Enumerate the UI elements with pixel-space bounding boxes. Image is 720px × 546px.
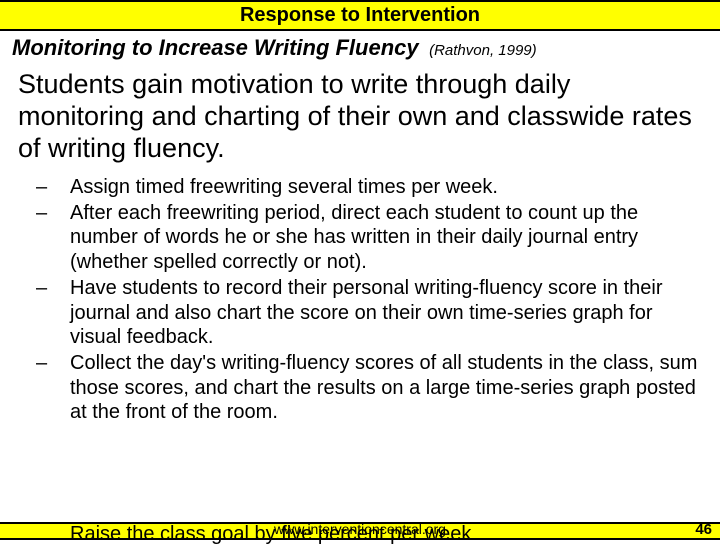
bullet-dash: – — [36, 175, 70, 199]
list-item: – Assign timed freewriting several times… — [36, 175, 702, 199]
bullet-dash: – — [36, 351, 70, 424]
title-row: Monitoring to Increase Writing Fluency (… — [0, 31, 720, 69]
bullet-text: After each freewriting period, direct ea… — [70, 201, 702, 274]
page-number: 46 — [695, 521, 712, 538]
slide-title: Monitoring to Increase Writing Fluency — [12, 35, 419, 60]
bullet-dash: – — [36, 276, 70, 349]
bullet-text: Collect the day's writing-fluency scores… — [70, 351, 702, 424]
list-item: – Collect the day's writing-fluency scor… — [36, 351, 702, 424]
bullet-text: Have students to record their personal w… — [70, 276, 702, 349]
header-title: Response to Intervention — [240, 4, 480, 26]
body-paragraph: Students gain motivation to write throug… — [0, 69, 720, 175]
bullet-list: – Assign timed freewriting several times… — [0, 175, 720, 425]
list-item: – After each freewriting period, direct … — [36, 201, 702, 274]
slide-citation: (Rathvon, 1999) — [429, 42, 537, 59]
bullet-dash: – — [36, 201, 70, 274]
bullet-text: Assign timed freewriting several times p… — [70, 175, 702, 199]
header-bar: Response to Intervention — [0, 0, 720, 31]
footer-url: www.interventioncentral.org — [0, 521, 720, 537]
list-item: – Have students to record their personal… — [36, 276, 702, 349]
